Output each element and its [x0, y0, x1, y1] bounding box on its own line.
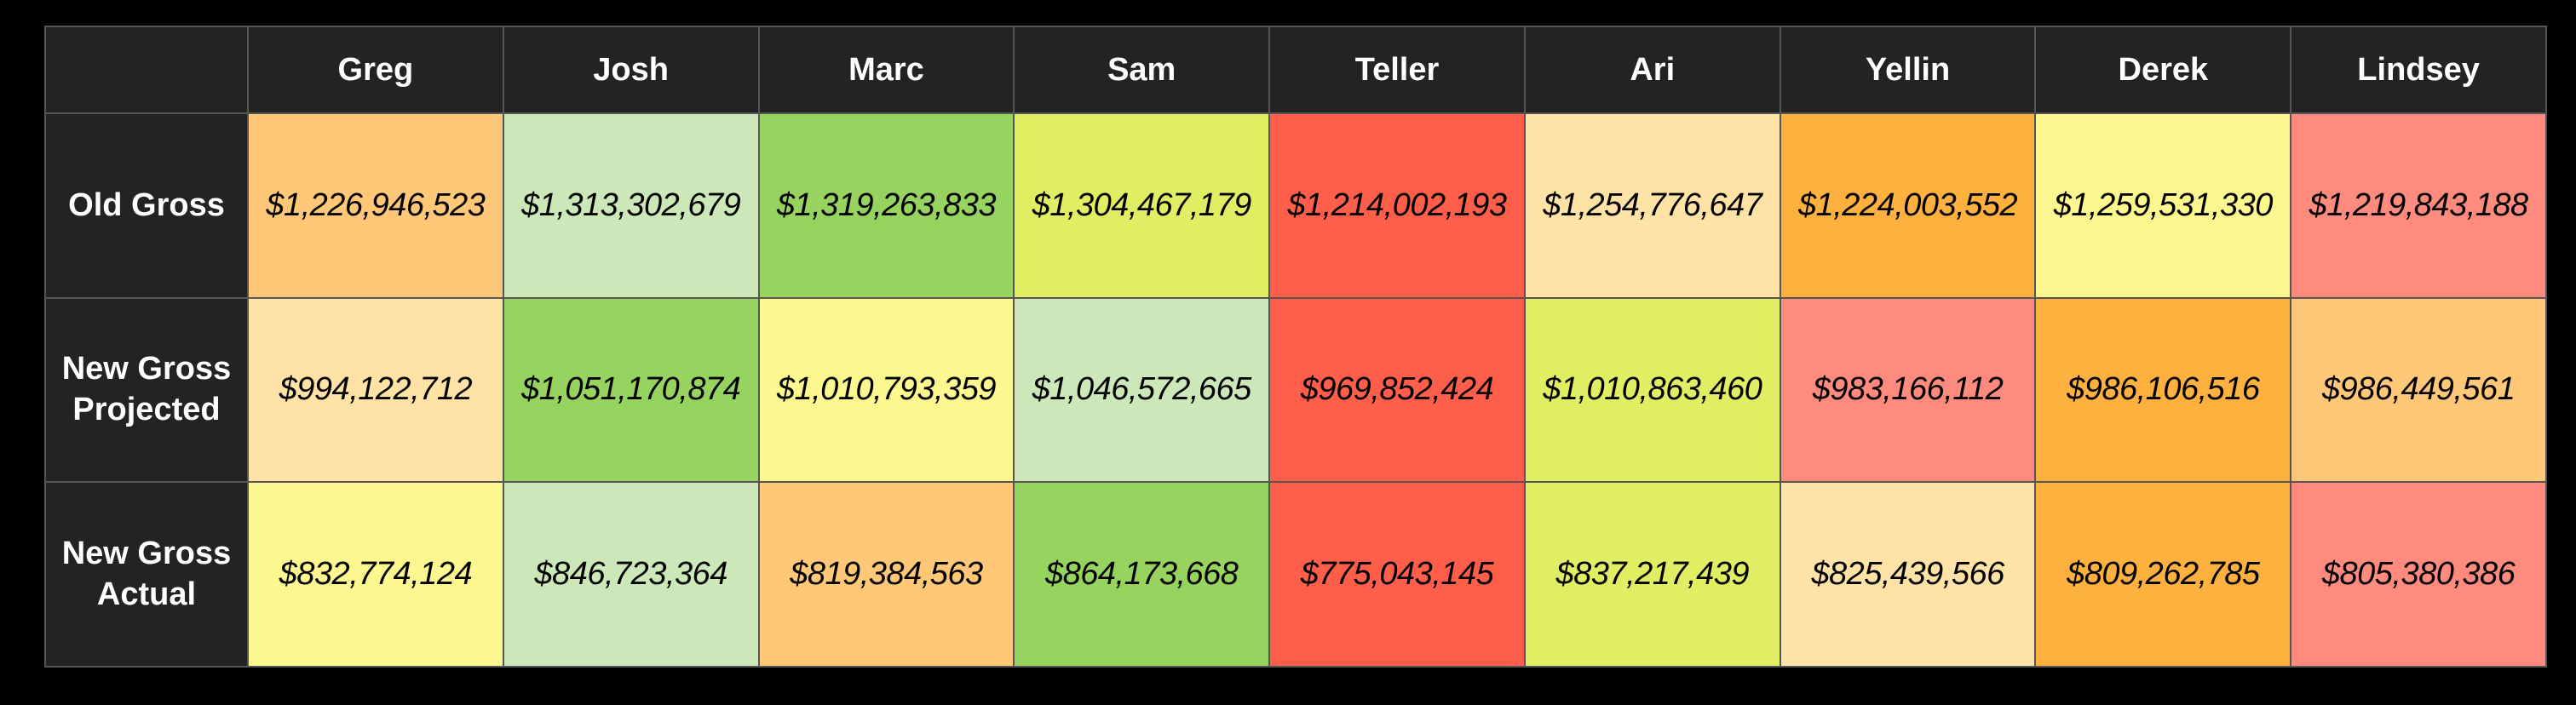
table-cell: $969,852,424 — [1270, 298, 1524, 482]
column-header: Greg — [249, 27, 503, 112]
gross-comparison-table: Greg Josh Marc Sam Teller Ari Yellin Derek Linds… — [44, 26, 2547, 668]
column-header: Marc — [759, 27, 1014, 112]
table-cell: $1,219,843,188 — [2291, 114, 2545, 297]
table-cell: $983,166,112 — [1780, 298, 2035, 482]
table-cell: $1,304,467,179 — [1015, 114, 1269, 297]
table-cell: $775,043,145 — [1270, 483, 1524, 666]
table-cell: $1,051,170,874 — [503, 298, 758, 482]
table-cell: $1,010,863,460 — [1525, 298, 1780, 482]
table-cell: $1,313,302,679 — [503, 114, 758, 297]
column-header: Sam — [1015, 27, 1269, 112]
table-cell: $805,380,386 — [2291, 483, 2545, 666]
table-cell: $1,214,002,193 — [1270, 114, 1524, 297]
table-cell: $1,254,776,647 — [1525, 114, 1780, 297]
column-header: Teller — [1270, 27, 1524, 112]
table-cell: $1,226,946,523 — [249, 114, 503, 297]
table-cell: $1,046,572,665 — [1015, 298, 1269, 482]
table-cell: $864,173,668 — [1015, 483, 1269, 666]
column-header: Josh — [503, 27, 758, 112]
table-cell: $825,439,566 — [1780, 483, 2035, 666]
table-cell: $809,262,785 — [2036, 483, 2291, 666]
table-cell: $846,723,364 — [503, 483, 758, 666]
table-cell: $1,259,531,330 — [2036, 114, 2291, 297]
table-corner — [46, 27, 247, 112]
column-header: Lindsey — [2291, 27, 2545, 112]
row-header: New Gross Actual — [46, 483, 247, 666]
table-cell: $1,319,263,833 — [759, 114, 1014, 297]
table-cell: $837,217,439 — [1525, 483, 1780, 666]
table-cell: $832,774,124 — [249, 483, 503, 666]
table-cell: $1,010,793,359 — [759, 298, 1014, 482]
table-cell: $1,224,003,552 — [1780, 114, 2035, 297]
row-header: Old Gross — [46, 114, 247, 297]
table-cell: $986,449,561 — [2291, 298, 2545, 482]
column-header: Yellin — [1780, 27, 2035, 112]
column-header: Ari — [1525, 27, 1780, 112]
table-cell: $819,384,563 — [759, 483, 1014, 666]
table-cell: $994,122,712 — [249, 298, 503, 482]
column-header: Derek — [2036, 27, 2291, 112]
table-cell: $986,106,516 — [2036, 298, 2291, 482]
row-header: New Gross Projected — [46, 298, 247, 482]
